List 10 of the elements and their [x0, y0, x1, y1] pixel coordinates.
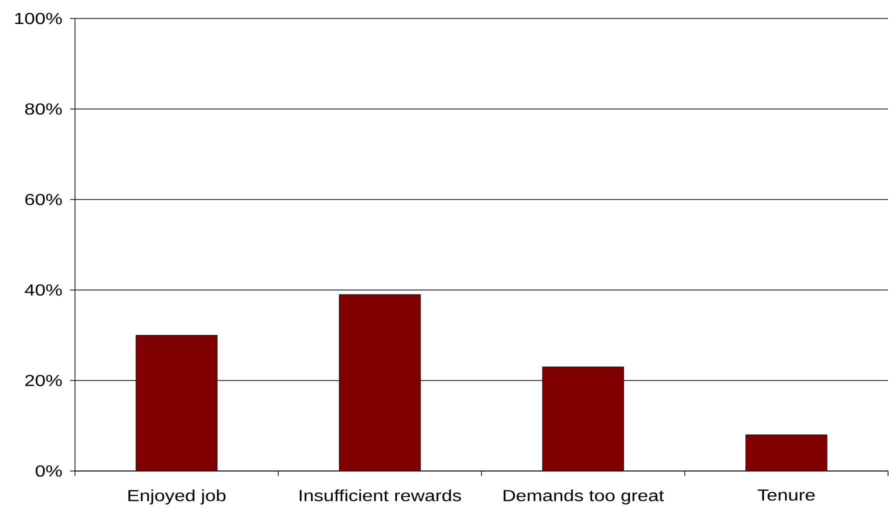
x-tick-label: Tenure — [758, 490, 815, 501]
x-tick-label: Insufficient rewards — [300, 490, 461, 502]
y-tick-label: 20% — [25, 374, 62, 386]
y-tick-label: 80% — [25, 103, 62, 115]
y-tick-label: 40% — [24, 284, 62, 296]
y-tick-label: 0% — [36, 465, 62, 477]
x-tick-label: Demands too great — [504, 490, 664, 504]
y-tick-label: 100% — [15, 12, 62, 24]
x-tick-label: Enjoyed job — [128, 490, 226, 504]
y-tick-label: 60% — [25, 194, 62, 206]
